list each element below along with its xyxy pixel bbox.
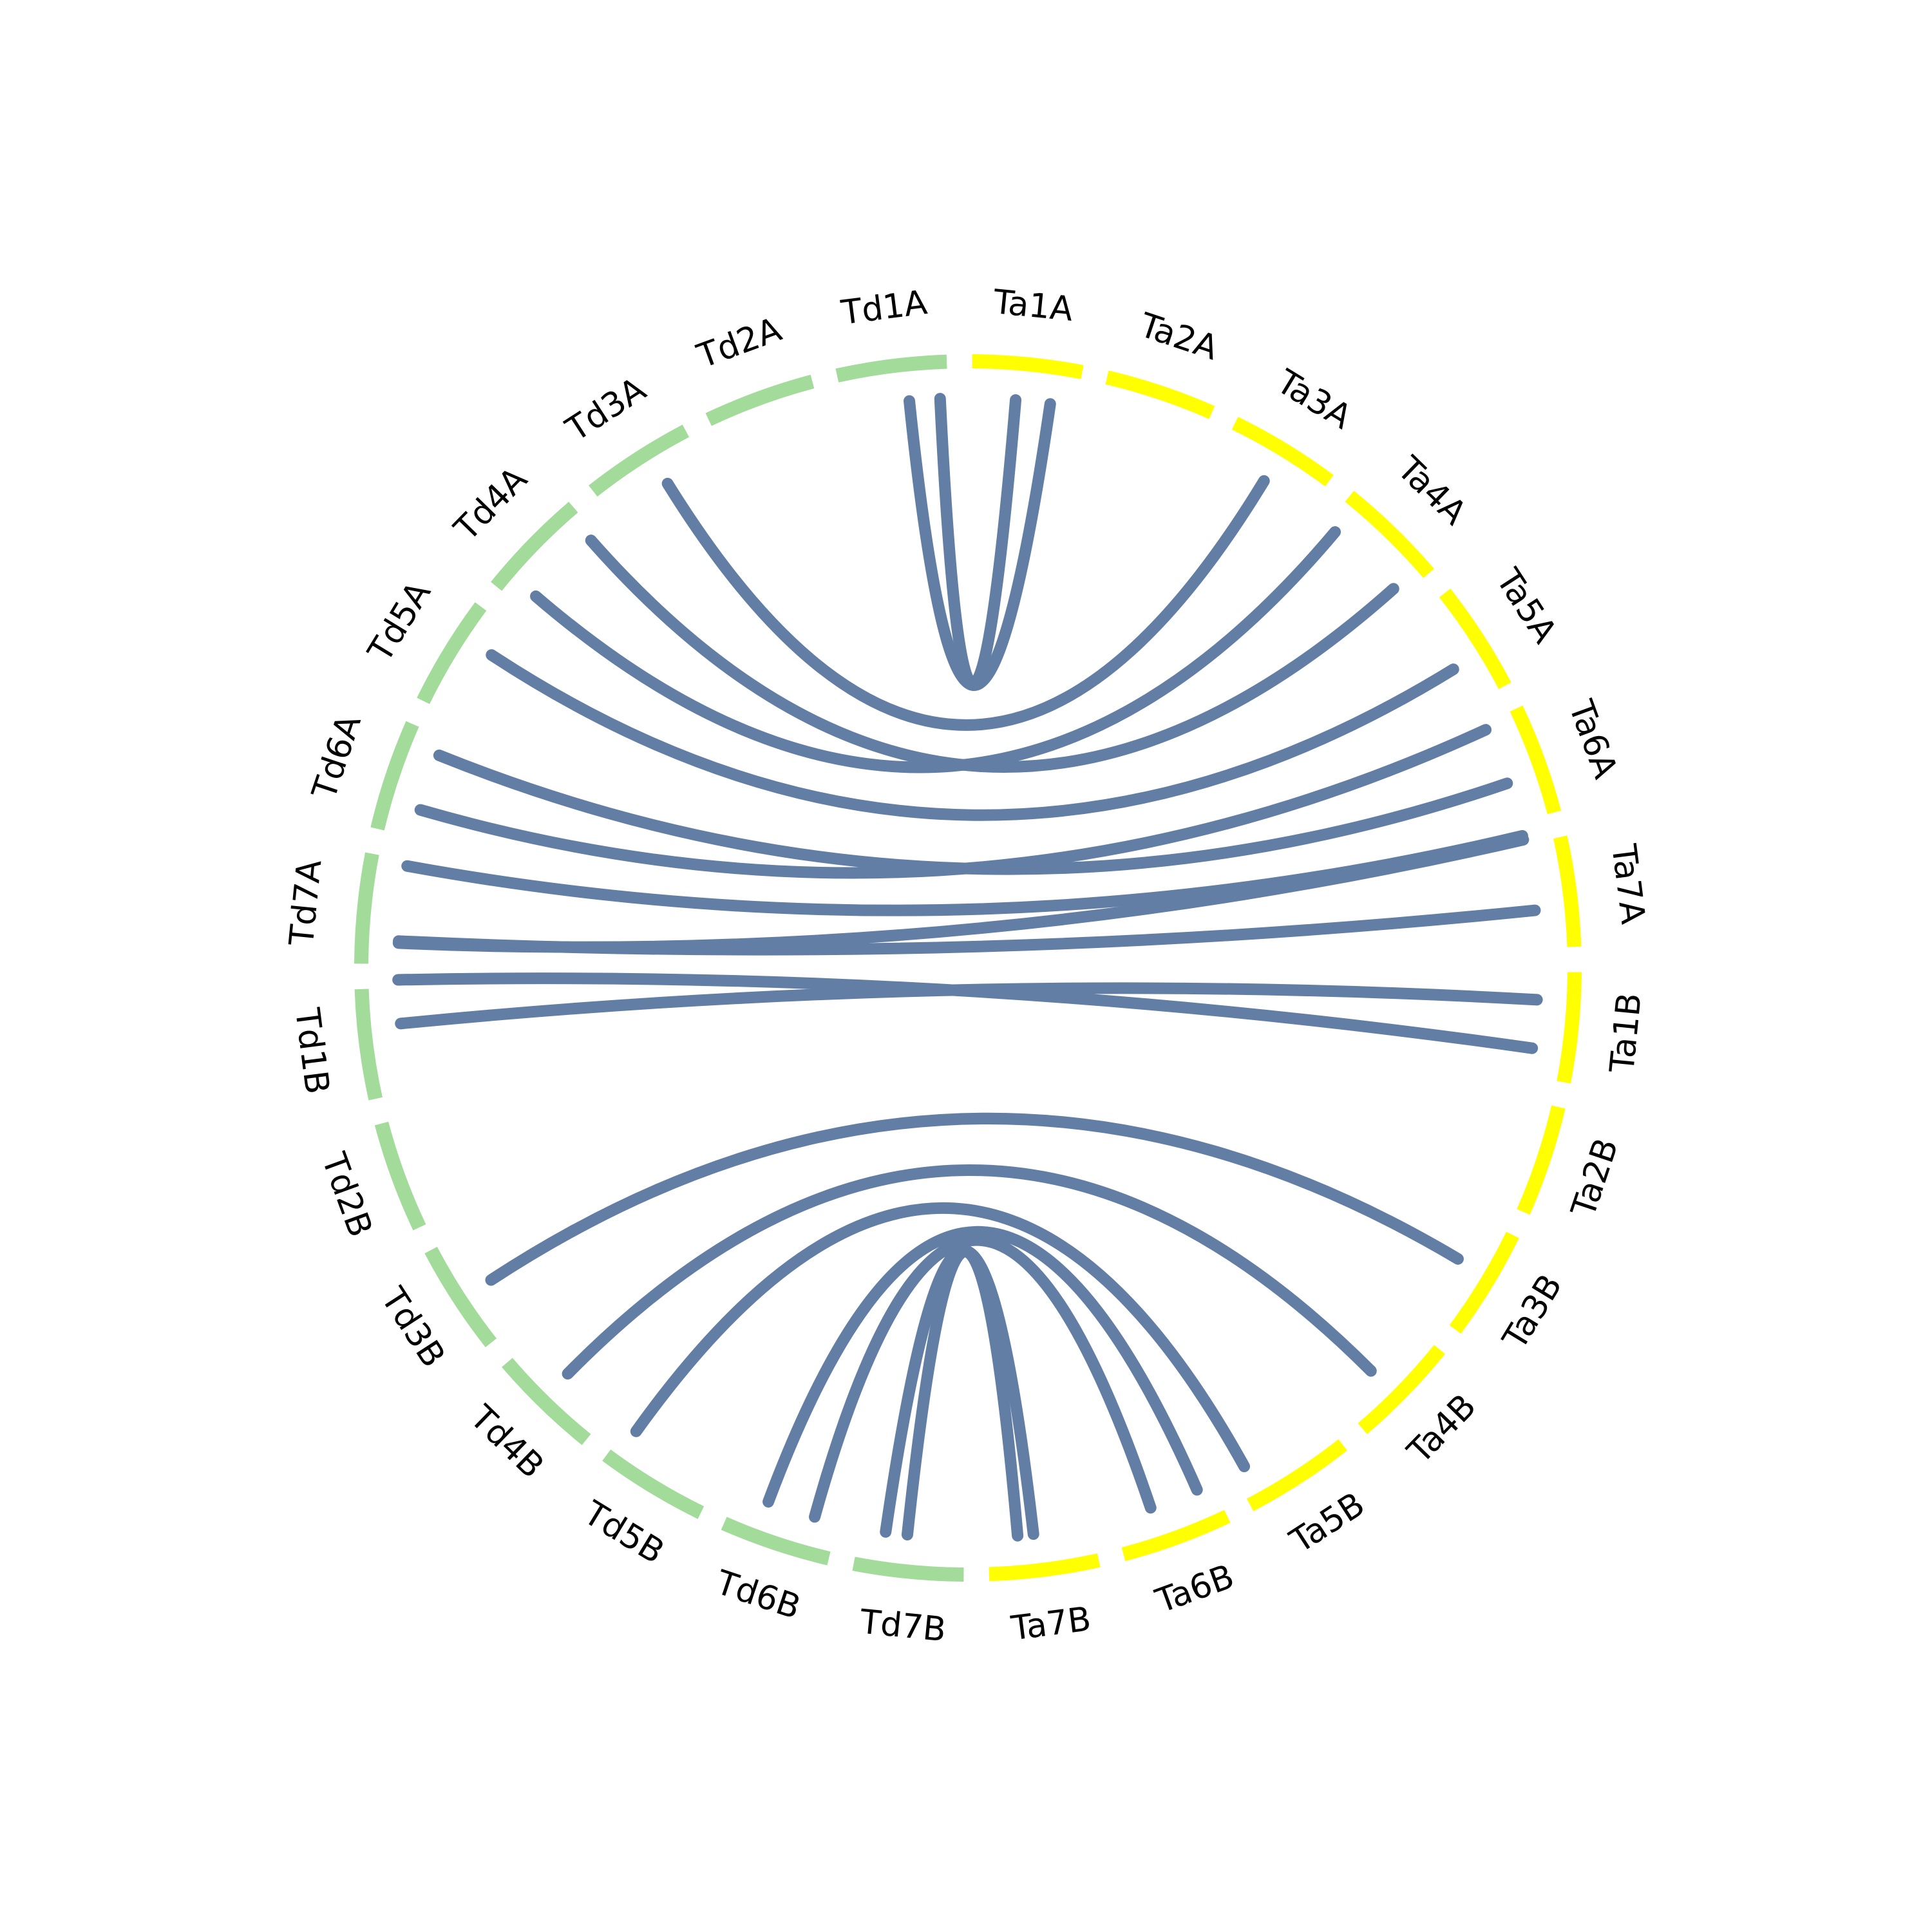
chromosome-arc: [1557, 972, 1582, 1084]
links: [392, 393, 1543, 1542]
chromosome-label: Ta1B: [1603, 991, 1649, 1075]
chromosome-arc: [1231, 417, 1334, 487]
link: [934, 393, 1022, 690]
chromosome-label: Td2B: [314, 1148, 380, 1242]
chromosome-arc: [417, 602, 487, 705]
link: [392, 904, 1541, 956]
chromosome-arc: [589, 424, 690, 497]
chromosome-arc: [852, 1557, 964, 1582]
link: [530, 526, 1341, 773]
chromosome-arc: [835, 354, 947, 383]
chromosome-arc: [1517, 1105, 1566, 1215]
chromosome-arc: [1553, 835, 1582, 947]
chromosome-label: Ta5B: [1283, 1485, 1371, 1561]
link: [904, 395, 1056, 691]
chromosome-label: Td7A: [282, 858, 329, 948]
link: [901, 1245, 1024, 1542]
chromosome-label: Ta6A: [1560, 695, 1624, 784]
link: [809, 1234, 1157, 1523]
chromosome-label: Td6A: [305, 710, 369, 804]
chromosome-label: Ta6B: [1150, 1557, 1239, 1621]
chromosome-label: Ta2B: [1564, 1133, 1626, 1222]
chromosome-label: Ta3B: [1495, 1268, 1570, 1357]
chromosome-arc: [972, 354, 1084, 379]
chromosome-label: Ta7B: [1009, 1600, 1093, 1648]
link: [395, 982, 1543, 1030]
link: [414, 724, 1492, 879]
chromosome-arc: [374, 1121, 426, 1231]
chromosome-label: Ta2A: [1134, 306, 1223, 368]
chromosome-arc: [491, 502, 578, 591]
chromosome-arc: [1449, 1231, 1519, 1334]
link: [562, 1164, 1377, 1380]
link: [486, 649, 1459, 821]
link: [762, 1226, 1203, 1508]
chromosome-label: Td1B: [287, 1005, 336, 1096]
chromosome-arc: [705, 374, 815, 426]
chromosome-arc: [354, 852, 379, 964]
chromosome-label: Ta5A: [1488, 562, 1564, 650]
chromosome-label: Ta3A: [1269, 362, 1358, 437]
chromosome-arc: [602, 1449, 705, 1519]
chromosome-arc: [721, 1517, 831, 1566]
chromosome-label: Td3B: [373, 1280, 453, 1374]
link: [485, 1112, 1464, 1286]
chromosome-label: Td2A: [692, 310, 786, 377]
chromosome-arc: [354, 989, 383, 1101]
chromosome-arc: [1246, 1439, 1347, 1511]
chromosome-label: Ta4B: [1400, 1387, 1484, 1472]
chromosome-arc: [989, 1553, 1101, 1582]
link: [661, 475, 1270, 731]
chromosome-label: Ta4A: [1389, 449, 1474, 533]
chromosome-arc: [1345, 491, 1434, 578]
chromosome-label: Td6B: [711, 1563, 806, 1627]
chromosome-label: Td4B: [462, 1398, 551, 1486]
chromosome-arc: [1510, 705, 1562, 815]
chromosome-label: Ta7A: [1604, 842, 1652, 927]
chromosome-arc: [424, 1246, 497, 1347]
chromosome-label: Td5A: [361, 575, 439, 669]
link: [630, 1202, 1251, 1473]
chromosome-label: Td1A: [838, 283, 929, 332]
chromosome-label: Td4A: [447, 460, 535, 549]
chromosome-label: Td3A: [559, 370, 653, 450]
chromosome-arc: [1439, 589, 1511, 690]
chromosome-arc: [1358, 1345, 1445, 1434]
chromosome-arc: [1105, 370, 1215, 419]
chromosome-arc: [502, 1358, 591, 1445]
chromosome-label: Ta1A: [991, 283, 1075, 329]
chromosome-label: Td5B: [576, 1493, 670, 1571]
chromosome-arc: [1121, 1510, 1231, 1562]
chromosome-arc: [370, 721, 419, 831]
chromosome-label: Td7B: [858, 1603, 948, 1650]
